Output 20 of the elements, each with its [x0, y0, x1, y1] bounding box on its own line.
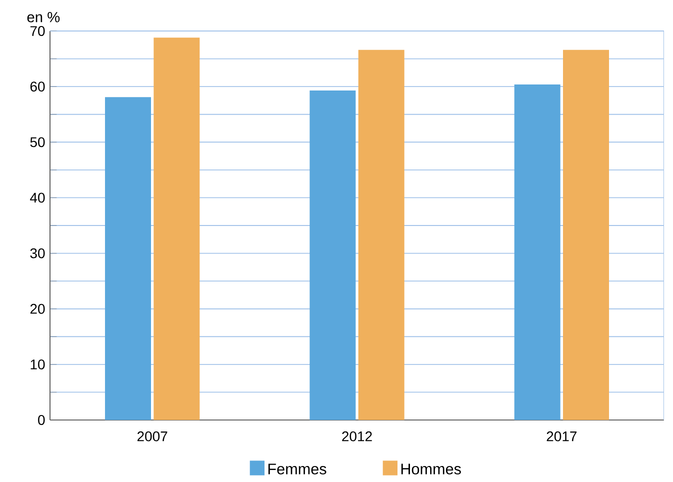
y-tick-label: 0	[38, 415, 45, 425]
bar	[154, 38, 200, 420]
bar	[514, 84, 560, 420]
x-tick-label: 2012	[342, 431, 372, 442]
y-tick-label: 50	[30, 137, 45, 148]
bar	[105, 97, 152, 420]
y-tick-label: 60	[30, 82, 45, 92]
y-tick-label: 40	[30, 192, 45, 203]
y-tick-label: 20	[30, 304, 45, 314]
x-tick-label: 2007	[137, 431, 168, 442]
bar	[310, 90, 356, 420]
bar	[563, 50, 610, 420]
x-tick-label: 2017	[546, 431, 577, 442]
bar	[358, 50, 404, 420]
legend-label: Femmes	[268, 464, 326, 474]
y-axis-title: en %	[27, 12, 60, 22]
y-tick-label: 30	[30, 248, 45, 258]
y-tick-label: 70	[30, 26, 45, 36]
y-tick-label: 10	[30, 359, 45, 370]
legend-label: Hommes	[401, 464, 461, 474]
